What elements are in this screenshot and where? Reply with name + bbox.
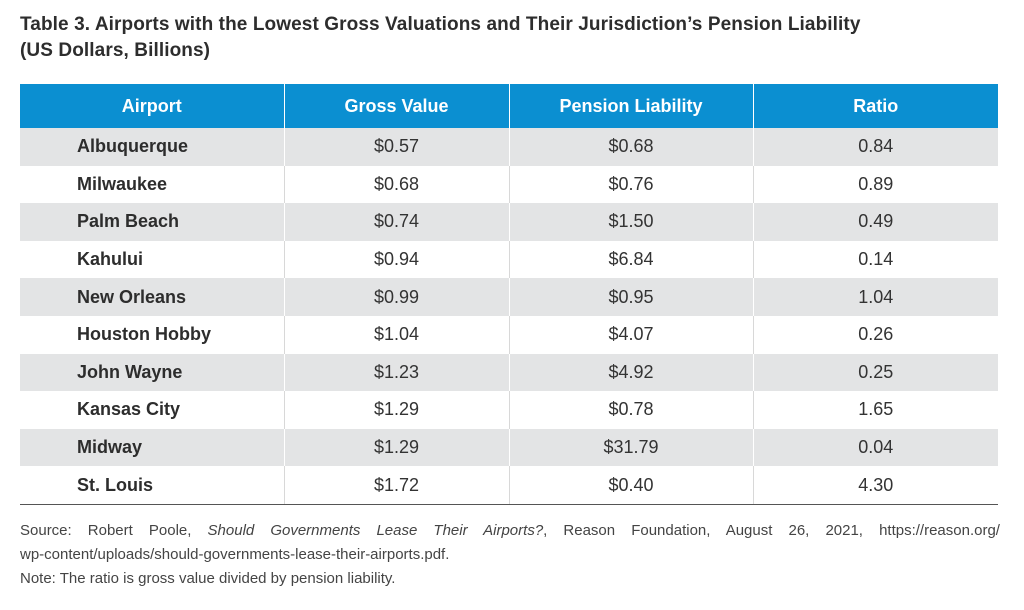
source-suffix: , Reason Foundation, August 26, 2021, ht… [543, 522, 1000, 539]
ratio-cell: 0.26 [752, 315, 998, 354]
gross-value-cell: $0.68 [283, 165, 509, 204]
table-row: Houston Hobby $1.04 $4.07 0.26 [20, 315, 998, 354]
ratio-cell: 0.04 [752, 428, 998, 467]
ratio-note: Note: The ratio is gross value divided b… [20, 570, 396, 587]
pension-liability-cell: $31.79 [508, 428, 753, 467]
ratio-cell: 0.89 [752, 165, 998, 204]
airports-table: Airport Gross Value Pension Liability Ra… [20, 84, 998, 505]
table-title-line-2: (US Dollars, Billions) [20, 40, 211, 61]
pension-liability-cell: $6.84 [508, 240, 753, 279]
ratio-cell: 4.30 [752, 466, 998, 505]
pension-liability-cell: $4.07 [508, 315, 753, 354]
table-row: John Wayne $1.23 $4.92 0.25 [20, 353, 998, 392]
pension-liability-cell: $1.50 [508, 203, 753, 241]
table-body: Albuquerque $0.57 $0.68 0.84 Milwaukee $… [20, 128, 998, 505]
table-title-line-1: Table 3. Airports with the Lowest Gross … [20, 14, 861, 35]
airport-cell: New Orleans [20, 278, 284, 316]
airport-cell: Kahului [20, 240, 284, 279]
pension-liability-cell: $0.40 [508, 466, 753, 505]
table-row: Kansas City $1.29 $0.78 1.65 [20, 391, 998, 429]
table-row: Kahului $0.94 $6.84 0.14 [20, 240, 998, 279]
gross-value-cell: $1.04 [283, 315, 509, 354]
gross-value-cell: $1.72 [283, 466, 509, 505]
gross-value-cell: $0.99 [283, 278, 509, 316]
column-header-gross-value: Gross Value [283, 84, 509, 128]
gross-value-cell: $0.74 [283, 203, 509, 241]
table-row: Midway $1.29 $31.79 0.04 [20, 428, 998, 467]
header-row: Airport Gross Value Pension Liability Ra… [20, 84, 998, 128]
table-row: Palm Beach $0.74 $1.50 0.49 [20, 203, 998, 241]
ratio-cell: 0.49 [752, 203, 998, 241]
pension-liability-cell: $4.92 [508, 353, 753, 392]
airport-cell: Houston Hobby [20, 315, 284, 354]
table-title: Table 3. Airports with the Lowest Gross … [20, 12, 1010, 64]
pension-liability-cell: $0.68 [508, 128, 753, 166]
airport-cell: John Wayne [20, 353, 284, 392]
pension-liability-cell: $0.76 [508, 165, 753, 204]
pension-liability-cell: $0.95 [508, 278, 753, 316]
airport-cell: Milwaukee [20, 165, 284, 204]
column-header-airport: Airport [20, 84, 284, 128]
ratio-cell: 1.65 [752, 391, 998, 429]
table-row: Milwaukee $0.68 $0.76 0.89 [20, 165, 998, 204]
ratio-cell: 1.04 [752, 278, 998, 316]
airport-cell: Midway [20, 428, 284, 467]
source-work-title: Should Governments Lease Their Airports? [207, 522, 544, 539]
airport-cell: Kansas City [20, 391, 284, 429]
gross-value-cell: $1.29 [283, 391, 509, 429]
source-url-continuation: wp-content/uploads/should-governments-le… [20, 546, 450, 563]
airport-cell: Albuquerque [20, 128, 284, 166]
ratio-cell: 0.25 [752, 353, 998, 392]
airport-cell: Palm Beach [20, 203, 284, 241]
source-citation: Source: Robert Poole, Should Governments… [20, 519, 1000, 543]
ratio-cell: 0.14 [752, 240, 998, 279]
column-header-pension-liability: Pension Liability [508, 84, 753, 128]
pension-liability-cell: $0.78 [508, 391, 753, 429]
gross-value-cell: $1.29 [283, 428, 509, 467]
table-header: Airport Gross Value Pension Liability Ra… [20, 84, 998, 128]
table-row: New Orleans $0.99 $0.95 1.04 [20, 278, 998, 316]
gross-value-cell: $0.94 [283, 240, 509, 279]
ratio-cell: 0.84 [752, 128, 998, 166]
table-row: St. Louis $1.72 $0.40 4.30 [20, 466, 998, 505]
table-row: Albuquerque $0.57 $0.68 0.84 [20, 128, 998, 166]
gross-value-cell: $0.57 [283, 128, 509, 166]
gross-value-cell: $1.23 [283, 353, 509, 392]
table-notes: Source: Robert Poole, Should Governments… [20, 519, 1000, 591]
column-header-ratio: Ratio [752, 84, 998, 128]
airport-cell: St. Louis [20, 466, 284, 505]
source-prefix: Source: Robert Poole, [20, 522, 208, 539]
